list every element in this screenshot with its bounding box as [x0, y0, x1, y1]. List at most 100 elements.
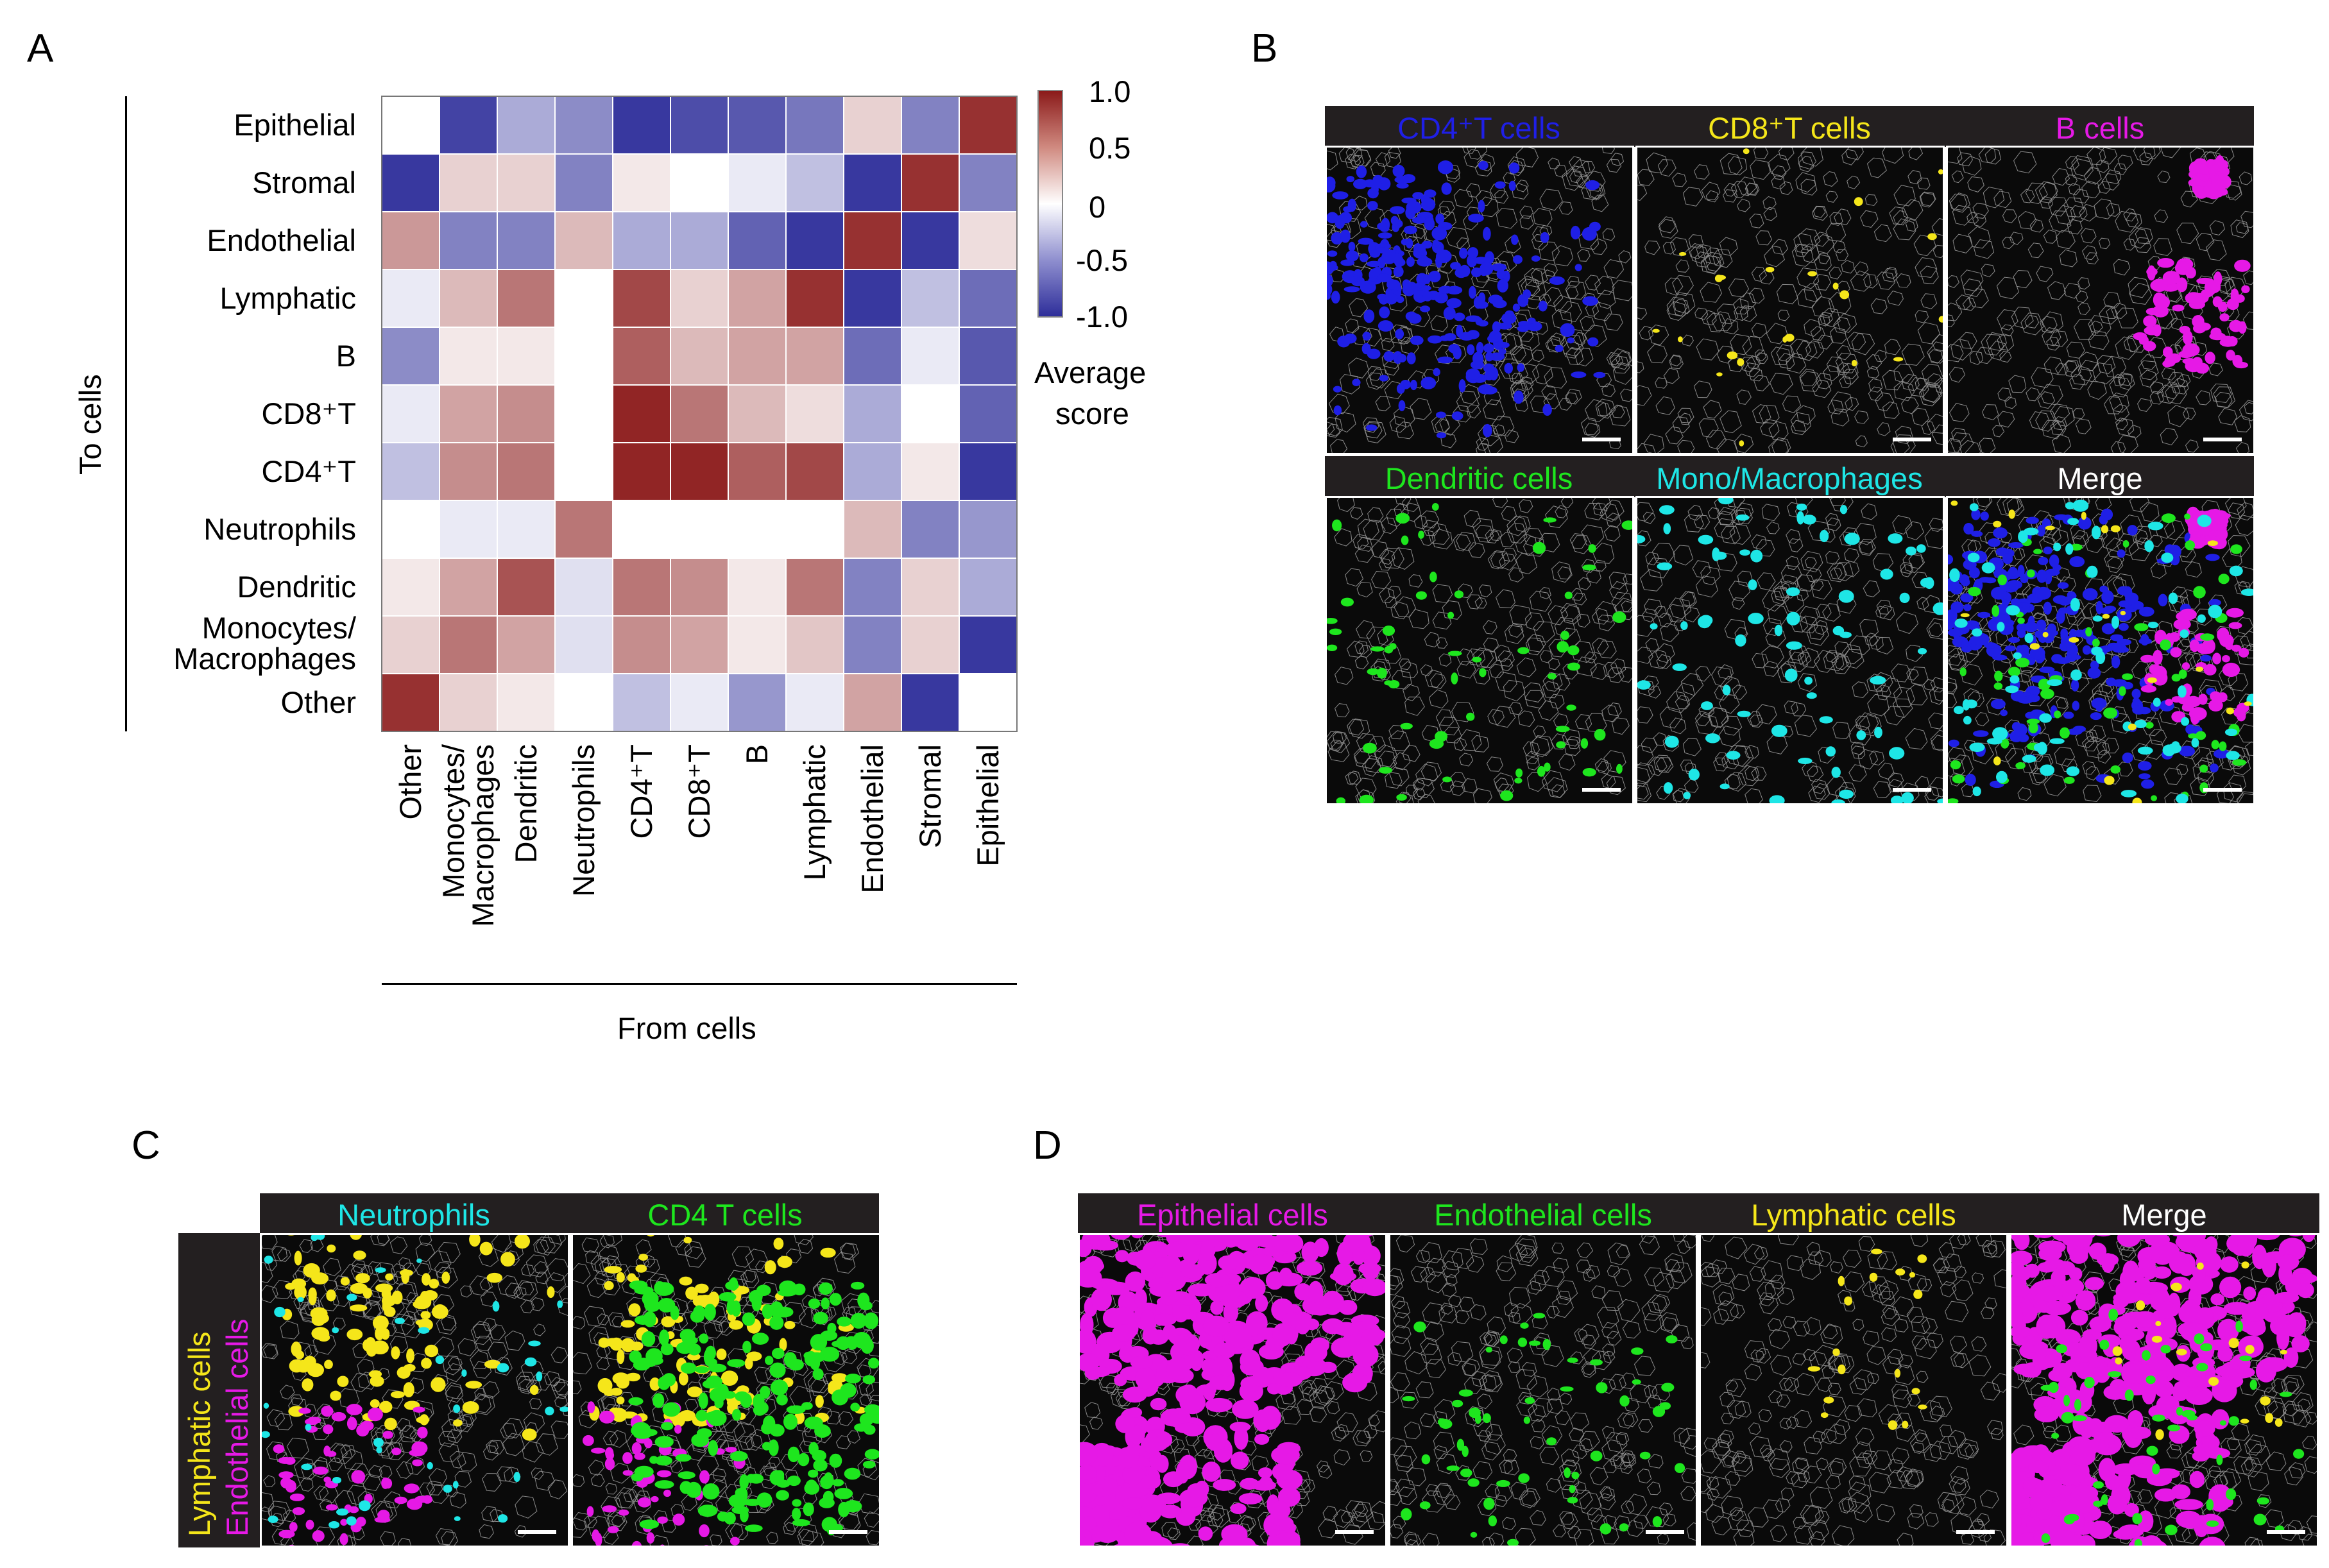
cell-outline: [1084, 1402, 1101, 1419]
cell-outline: [1473, 668, 1490, 685]
cell-outline: [1474, 160, 1492, 177]
cell-outline: [1929, 776, 1943, 797]
stained-cell: [2212, 536, 2227, 550]
stained-cell: [1988, 538, 2001, 547]
cell-outline: [1417, 794, 1435, 803]
cell-outline: [1565, 388, 1582, 405]
cell-outline: [1609, 348, 1632, 370]
cell-outline: [1489, 1532, 1505, 1546]
stained-cell: [1428, 271, 1441, 283]
cell-outline: [2183, 407, 2196, 420]
cell-outline: [1784, 701, 1798, 715]
cell-outline: [597, 1313, 610, 1325]
stained-cell: [305, 1424, 312, 1431]
stained-cell: [278, 1530, 295, 1538]
cell-outline: [2056, 230, 2076, 250]
stained-cell: [649, 1377, 661, 1391]
cell-outline: [1888, 772, 1904, 788]
stained-cell: [2193, 586, 2206, 599]
stained-cell: [1396, 384, 1405, 394]
stained-cell: [2033, 549, 2042, 554]
stained-cell: [2008, 509, 2015, 519]
stained-cell: [1825, 746, 1836, 757]
stained-cell: [2162, 744, 2176, 756]
cell-outline: [2235, 222, 2249, 234]
cell-outline: [1748, 287, 1765, 304]
cell-outline: [1696, 244, 1712, 259]
cell-outline: [1579, 1492, 1602, 1516]
cell-outline: [1612, 362, 1632, 385]
cell-outline: [2212, 269, 2230, 286]
stained-cell: [1204, 1273, 1231, 1288]
cell-outline: [1591, 1350, 1612, 1370]
cell-outline: [1591, 1285, 1606, 1299]
stained-cell: [513, 1472, 520, 1482]
cell-outline: [1392, 670, 1412, 690]
cell-outline: [1080, 1424, 1090, 1444]
cell-outline: [300, 1478, 314, 1492]
cell-outline: [502, 1418, 524, 1438]
cell-outline: [1637, 782, 1652, 803]
cell-outline: [1601, 1487, 1616, 1502]
stained-cell: [327, 1244, 336, 1253]
cell-outline: [382, 1425, 402, 1444]
cell-outline: [1733, 298, 1750, 315]
cell-outline: [2055, 362, 2069, 375]
cell-outline: [1915, 310, 1929, 323]
cell-outline: [1433, 1445, 1448, 1460]
cell-outline: [445, 1363, 465, 1383]
stained-cell: [2063, 712, 2074, 719]
cell-outline: [1328, 393, 1350, 414]
cell-outline: [1436, 637, 1448, 649]
stained-cell: [1796, 511, 1804, 525]
cell-outline: [1601, 383, 1616, 398]
stained-cell: [1996, 771, 2008, 783]
stained-cell: [391, 1447, 402, 1456]
cell-outline: [1619, 1461, 1633, 1474]
stained-cell: [289, 1544, 294, 1546]
cell-outline: [710, 1286, 726, 1301]
cell-outline: [1948, 747, 1966, 764]
stained-cell: [1567, 662, 1580, 671]
cell-outline: [1759, 269, 1775, 285]
stained-cell: [2141, 779, 2154, 789]
stained-cell: [1485, 352, 1494, 362]
stained-cell: [1664, 735, 1679, 748]
cell-outline: [1751, 534, 1767, 550]
stained-cell: [840, 1383, 857, 1398]
stained-cell: [316, 1235, 325, 1240]
heatmap-cell: [381, 153, 440, 212]
cell-outline: [1539, 533, 1560, 552]
stained-cell: [2017, 628, 2026, 638]
cell-outline: [280, 1385, 295, 1400]
stained-cell: [422, 1290, 438, 1301]
cell-outline: [586, 1277, 608, 1299]
stained-cell: [1231, 1451, 1249, 1470]
cell-outline: [1669, 597, 1692, 620]
cell-outline: [1533, 208, 1553, 226]
stained-cell: [1421, 198, 1436, 212]
cell-outline: [1893, 380, 1915, 402]
stained-cell: [1466, 712, 1475, 721]
cell-outline: [1382, 646, 1402, 664]
cell-outline: [1523, 682, 1544, 703]
cell-outline: [460, 1285, 472, 1298]
stained-cell: [602, 1505, 617, 1513]
stained-cell: [2125, 592, 2139, 604]
cell-outline: [1759, 405, 1780, 424]
stained-cell: [1874, 726, 1882, 738]
cell-outline: [1752, 404, 1771, 424]
cell-outline: [1768, 421, 1789, 441]
cell-outline: [1813, 649, 1838, 673]
cell-outline: [2042, 327, 2061, 346]
cell-outline: [1607, 667, 1625, 683]
cell-outline: [1866, 157, 1887, 178]
stained-cell: [1663, 523, 1671, 534]
cell-outline: [1503, 1449, 1517, 1462]
cell-outline: [384, 1491, 402, 1509]
cell-outline: [2047, 695, 2069, 717]
stained-cell: [1750, 549, 1763, 563]
cell-outline: [2127, 424, 2142, 439]
cell-outline: [2055, 205, 2076, 225]
cell-outline: [584, 1306, 606, 1326]
